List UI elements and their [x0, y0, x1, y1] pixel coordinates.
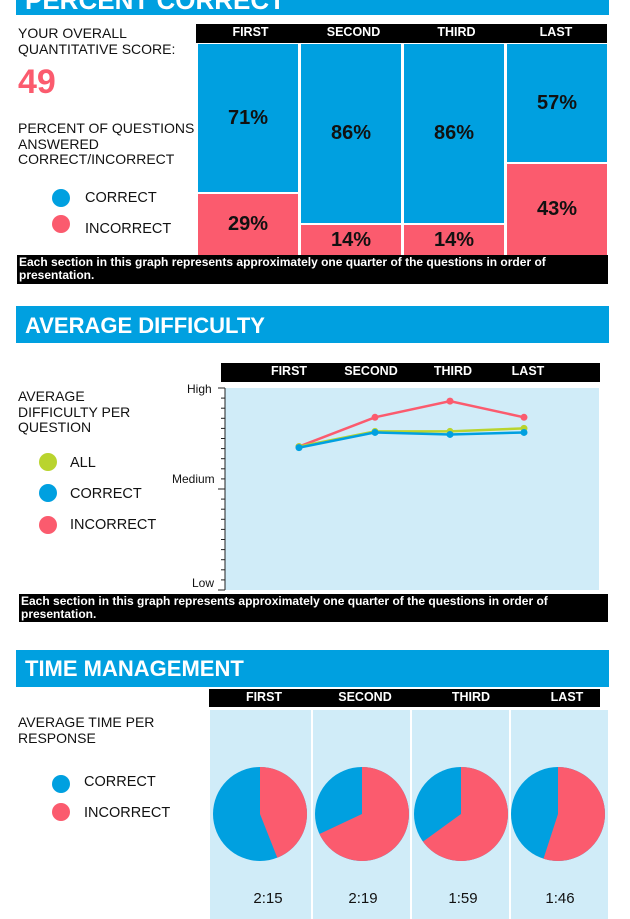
legend-all-label: ALL: [70, 455, 96, 471]
legend-incorrect-dot-2: [39, 516, 57, 534]
pc-col-last: LAST: [539, 25, 573, 39]
legend-incorrect-label-3: INCORRECT: [84, 805, 171, 821]
correct-bar-label: 71%: [227, 106, 269, 129]
y-label-high: High: [187, 382, 212, 396]
diff-col-first: FIRST: [270, 364, 308, 378]
difficulty-point-incorrect: [371, 413, 379, 421]
incorrect-bar-last: 43%: [507, 164, 607, 255]
pie-last-incorrect: [543, 767, 605, 861]
difficulty-point-correct: [295, 444, 303, 452]
correct-bar-first: 71%: [198, 44, 298, 192]
time-value-second: 2:19: [348, 890, 378, 907]
difficulty-label: AVERAGE DIFFICULTY PER QUESTION: [18, 388, 131, 435]
incorrect-bar-label: 43%: [536, 198, 578, 220]
time-value-first: 2:15: [253, 890, 283, 907]
legend-correct-label-2: CORRECT: [70, 486, 142, 502]
questions-label: PERCENT OF QUESTIONS ANSWERED CORRECT/IN…: [18, 120, 195, 167]
time-management-banner: TIME MANAGEMENT: [16, 650, 609, 687]
time-label: AVERAGE TIME PER RESPONSE: [18, 714, 155, 746]
legend-correct-label-3: CORRECT: [84, 774, 156, 790]
percent-correct-title: PERCENT CORRECT: [25, 0, 286, 15]
average-difficulty-title: AVERAGE DIFFICULTY: [25, 313, 265, 338]
legend-correct-dot: [52, 189, 70, 207]
time-value-third: 1:59: [448, 890, 478, 907]
diff-col-third: THIRD: [433, 364, 473, 378]
incorrect-bar-label: 29%: [227, 213, 269, 235]
percent-correct-column-header: FIRST SECOND THIRD LAST: [196, 24, 607, 43]
legend-correct-dot-2: [39, 484, 57, 502]
percent-correct-note: Each section in this graph represents ap…: [17, 255, 608, 284]
difficulty-point-incorrect: [446, 397, 454, 405]
legend-correct-dot-3: [52, 775, 70, 793]
time-column-header: FIRST SECOND THIRD LAST: [209, 689, 600, 707]
legend-correct-label: CORRECT: [85, 190, 157, 206]
correct-bar-second: 86%: [301, 44, 401, 223]
incorrect-bar-label: 14%: [433, 228, 475, 251]
time-value-last: 1:46: [545, 890, 575, 907]
score-label: YOUR OVERALL QUANTITATIVE SCORE:: [18, 25, 176, 57]
difficulty-line-correct: [298, 431, 525, 449]
legend-all-dot: [39, 453, 57, 471]
time-management-title: TIME MANAGEMENT: [25, 656, 244, 681]
difficulty-column-header: FIRST SECOND THIRD LAST: [221, 363, 600, 382]
pc-col-first: FIRST: [232, 25, 269, 39]
percent-correct-chart: 71% 29% 86% 14% 86% 14% 57% 43%: [198, 44, 610, 255]
incorrect-bar-first: 29%: [198, 194, 298, 255]
time-col-first: FIRST: [245, 690, 283, 704]
diff-col-second: SECOND: [344, 364, 398, 378]
time-col-last: LAST: [550, 690, 584, 704]
incorrect-bar-third: 14%: [404, 225, 504, 255]
difficulty-point-correct: [520, 428, 528, 436]
pc-col-second: SECOND: [326, 25, 381, 39]
difficulty-point-incorrect: [520, 413, 528, 421]
difficulty-line-incorrect: [298, 399, 525, 448]
y-label-medium: Medium: [172, 472, 215, 486]
time-pie-charts: [213, 767, 605, 861]
difficulty-note: Each section in this graph represents ap…: [19, 594, 608, 622]
diff-col-last: LAST: [511, 364, 545, 378]
score-value: 49: [18, 63, 56, 101]
pie-third-incorrect: [422, 767, 508, 861]
legend-incorrect-dot-3: [52, 803, 70, 821]
correct-bar-label: 57%: [536, 91, 578, 114]
average-difficulty-banner: AVERAGE DIFFICULTY: [16, 306, 609, 343]
difficulty-point-correct: [371, 428, 379, 436]
correct-bar-label: 86%: [330, 122, 372, 144]
legend-incorrect-label-2: INCORRECT: [70, 517, 157, 533]
difficulty-plot-area: [225, 388, 599, 590]
correct-bar-label: 86%: [433, 122, 475, 144]
legend-incorrect-label: INCORRECT: [85, 221, 172, 237]
incorrect-bar-label: 14%: [330, 228, 372, 251]
legend-incorrect-dot: [52, 215, 70, 233]
pie-second-incorrect: [319, 767, 409, 861]
correct-bar-third: 86%: [404, 44, 504, 223]
percent-correct-banner: PERCENT CORRECT: [16, 0, 609, 15]
time-col-second: SECOND: [338, 690, 392, 704]
pie-first-incorrect: [260, 767, 307, 858]
difficulty-line-chart: [218, 387, 599, 591]
difficulty-point-correct: [446, 430, 454, 438]
pc-col-third: THIRD: [437, 25, 476, 39]
incorrect-bar-second: 14%: [301, 225, 401, 255]
correct-bar-last: 57%: [507, 44, 607, 162]
y-label-low: Low: [192, 576, 215, 590]
time-col-third: THIRD: [451, 690, 491, 704]
